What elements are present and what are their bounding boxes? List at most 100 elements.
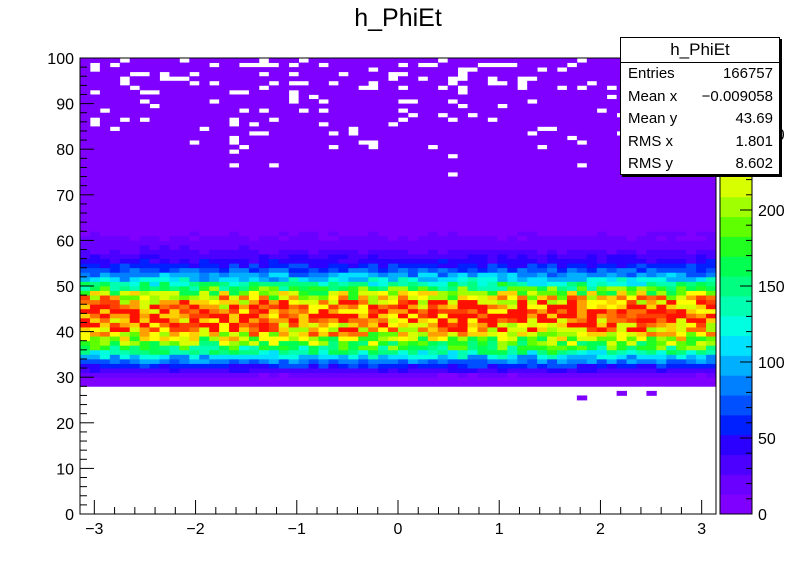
heatmap-cell bbox=[646, 213, 657, 218]
heatmap-cell bbox=[378, 299, 389, 305]
heatmap-cell bbox=[566, 144, 578, 150]
heatmap-cell bbox=[248, 249, 260, 255]
heatmap-cell bbox=[398, 185, 409, 191]
heatmap-cell bbox=[308, 331, 319, 337]
heatmap-cell bbox=[467, 190, 478, 196]
heatmap-cell bbox=[159, 295, 170, 301]
heatmap-cell bbox=[358, 208, 369, 214]
heatmap-cell bbox=[706, 317, 717, 323]
heatmap-cell bbox=[427, 349, 439, 355]
heatmap-cell bbox=[358, 162, 369, 168]
heatmap-cell bbox=[656, 176, 667, 182]
heatmap-cell bbox=[80, 295, 91, 301]
heatmap-cell bbox=[99, 135, 111, 141]
heatmap-cell bbox=[388, 130, 399, 136]
heatmap-cell bbox=[348, 140, 359, 146]
palette-band bbox=[720, 454, 752, 475]
heatmap-cell bbox=[318, 222, 329, 228]
heatmap-cell bbox=[517, 108, 528, 114]
heatmap-cell bbox=[427, 317, 439, 323]
heatmap-cell bbox=[139, 354, 150, 360]
heatmap-cell bbox=[348, 381, 359, 387]
heatmap-cell bbox=[119, 176, 131, 182]
heatmap-cell bbox=[288, 158, 300, 164]
heatmap-cell bbox=[318, 144, 329, 150]
heatmap-cell bbox=[80, 80, 91, 86]
heatmap-cell bbox=[497, 199, 508, 205]
heatmap-cell bbox=[358, 354, 369, 360]
heatmap-cell bbox=[557, 194, 568, 200]
heatmap-cell bbox=[298, 267, 309, 273]
heatmap-cell bbox=[149, 349, 160, 355]
heatmap-cell bbox=[388, 153, 399, 159]
heatmap-cell bbox=[239, 126, 250, 132]
heatmap-cell bbox=[477, 130, 488, 136]
heatmap-cell bbox=[547, 263, 558, 269]
heatmap-cell bbox=[576, 267, 588, 273]
heatmap-cell bbox=[209, 327, 220, 332]
heatmap-cell bbox=[89, 140, 101, 146]
heatmap-cell bbox=[696, 358, 707, 364]
heatmap-cell bbox=[487, 222, 498, 228]
heatmap-cell bbox=[596, 281, 608, 287]
heatmap-cell bbox=[268, 222, 280, 228]
heatmap-cell bbox=[616, 208, 627, 214]
heatmap-cell bbox=[427, 240, 439, 246]
heatmap-cell bbox=[676, 222, 687, 228]
heatmap-cell bbox=[338, 162, 349, 168]
heatmap-cell bbox=[199, 103, 210, 109]
heatmap-cell bbox=[149, 276, 160, 282]
heatmap-cell bbox=[308, 244, 319, 250]
heatmap-cell bbox=[99, 85, 111, 91]
heatmap-cell bbox=[467, 331, 478, 337]
heatmap-cell bbox=[586, 381, 598, 387]
heatmap-cell bbox=[239, 340, 250, 346]
heatmap-cell bbox=[368, 381, 379, 387]
heatmap-cell bbox=[566, 290, 578, 296]
heatmap-cell bbox=[576, 121, 588, 127]
heatmap-cell bbox=[219, 94, 230, 100]
heatmap-cell bbox=[358, 172, 369, 177]
heatmap-cell bbox=[358, 244, 369, 250]
heatmap-cell bbox=[199, 190, 210, 196]
heatmap-cell bbox=[80, 226, 91, 232]
heatmap-cell bbox=[507, 208, 518, 214]
heatmap-cell bbox=[507, 108, 518, 114]
heatmap-cell bbox=[686, 194, 697, 200]
heatmap-cell bbox=[507, 199, 518, 205]
heatmap-cell bbox=[209, 126, 220, 132]
heatmap-cell bbox=[427, 281, 439, 287]
heatmap-cell bbox=[547, 158, 558, 164]
heatmap-cell bbox=[557, 258, 568, 264]
heatmap-cell bbox=[139, 381, 150, 387]
heatmap-cell bbox=[99, 327, 111, 332]
heatmap-cell bbox=[229, 158, 240, 164]
heatmap-cell bbox=[586, 331, 598, 337]
heatmap-cell bbox=[656, 286, 667, 291]
heatmap-cell bbox=[268, 327, 280, 332]
heatmap-cell bbox=[507, 167, 518, 173]
heatmap-cell bbox=[527, 358, 538, 364]
heatmap-cell bbox=[179, 117, 190, 123]
heatmap-cell bbox=[298, 304, 309, 310]
heatmap-cell bbox=[229, 249, 240, 255]
heatmap-cell bbox=[527, 217, 538, 223]
heatmap-cell bbox=[407, 85, 419, 91]
heatmap-cell bbox=[417, 199, 429, 205]
heatmap-cell bbox=[527, 140, 538, 146]
heatmap-cell bbox=[378, 126, 389, 132]
heatmap-cell bbox=[129, 377, 141, 383]
heatmap-cell bbox=[318, 167, 329, 173]
heatmap-cell bbox=[507, 135, 518, 141]
heatmap-cell bbox=[586, 290, 598, 296]
heatmap-cell bbox=[318, 153, 329, 159]
heatmap-cell bbox=[447, 208, 459, 214]
heatmap-cell bbox=[477, 99, 488, 104]
heatmap-cell bbox=[696, 372, 707, 378]
heatmap-cell bbox=[586, 304, 598, 310]
heatmap-cell bbox=[626, 258, 637, 264]
heatmap-cell bbox=[358, 103, 369, 109]
heatmap-cell bbox=[258, 240, 270, 246]
heatmap-cell bbox=[149, 176, 160, 182]
heatmap-cell bbox=[298, 172, 309, 177]
